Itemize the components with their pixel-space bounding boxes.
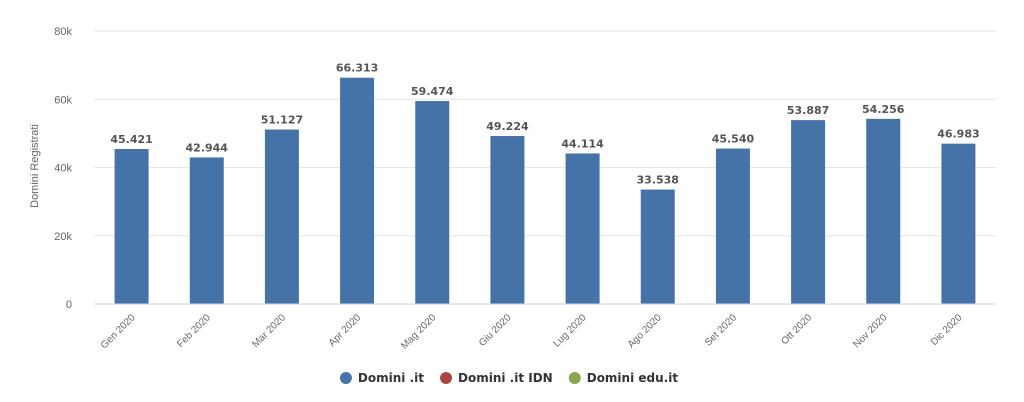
bar[interactable] <box>340 77 375 305</box>
data-label: 46.983 <box>937 128 979 141</box>
data-label: 49.224 <box>486 120 529 133</box>
data-label: 42.944 <box>186 141 229 154</box>
x-tick-label: Ago 2020 <box>626 312 664 350</box>
x-tick-label: Gen 2020 <box>99 312 138 351</box>
y-tick-label: 20k <box>54 231 72 243</box>
x-tick-label: Mar 2020 <box>250 312 288 350</box>
y-axis-title: Domini Registrati <box>29 124 41 208</box>
y-axis-ticks: 0 20k 40k 60k 80k <box>54 26 72 311</box>
legend-item[interactable]: Domini .it IDN <box>440 371 553 385</box>
data-label: 53.887 <box>787 104 829 117</box>
x-tick-label: Apr 2020 <box>327 312 364 349</box>
data-label: 54.256 <box>862 103 905 116</box>
legend-marker-icon <box>339 372 352 384</box>
data-label: 33.538 <box>637 174 679 187</box>
legend-item[interactable]: Domini edu.it <box>568 371 679 385</box>
legend[interactable]: Domini .it Domini .it IDN Domini edu.it <box>339 371 679 385</box>
data-label: 45.540 <box>712 133 755 146</box>
x-axis-ticks: Gen 2020 Feb 2020 Mar 2020 Apr 2020 Mag 2020… <box>99 312 965 352</box>
x-tick-label: Set 2020 <box>703 312 739 348</box>
y-tick-label: 0 <box>66 299 72 311</box>
bar[interactable] <box>490 136 525 304</box>
legend-marker-icon <box>440 372 453 384</box>
bar[interactable] <box>415 101 450 304</box>
x-tick-label: Ott 2020 <box>779 312 814 347</box>
bar[interactable] <box>114 149 149 304</box>
x-tick-label: Feb 2020 <box>175 312 213 350</box>
legend-item[interactable]: Domini .it <box>339 371 424 385</box>
legend-label: Domini .it IDN <box>458 371 553 385</box>
x-tick-label: Lug 2020 <box>551 312 589 350</box>
bar[interactable] <box>189 157 224 304</box>
legend-marker-icon <box>568 372 581 384</box>
bar[interactable] <box>264 129 299 304</box>
bars <box>114 77 976 305</box>
data-label: 51.127 <box>261 114 303 127</box>
legend-label: Domini .it <box>358 371 424 385</box>
y-tick-label: 80k <box>54 26 72 38</box>
bar[interactable] <box>941 143 976 304</box>
x-tick-label: Nov 2020 <box>851 312 889 350</box>
x-tick-label: Dic 2020 <box>929 312 965 348</box>
y-tick-label: 40k <box>54 163 72 175</box>
bar[interactable] <box>715 148 750 304</box>
data-label: 45.421 <box>110 133 152 146</box>
bar[interactable] <box>565 153 600 304</box>
legend-label: Domini edu.it <box>587 371 679 385</box>
data-labels: 45.421 42.944 51.127 66.313 59.474 49.224 44.1… <box>110 62 979 187</box>
bar[interactable] <box>866 118 901 304</box>
bar[interactable] <box>640 189 675 304</box>
gridlines <box>94 30 996 237</box>
y-tick-label: 60k <box>54 94 72 106</box>
bar[interactable] <box>791 120 826 304</box>
data-label: 59.474 <box>411 85 454 98</box>
x-tick-label: Giu 2020 <box>477 312 514 349</box>
x-tick-label: Mag 2020 <box>399 312 439 352</box>
data-label: 44.114 <box>561 137 604 150</box>
data-label: 66.313 <box>336 62 378 75</box>
